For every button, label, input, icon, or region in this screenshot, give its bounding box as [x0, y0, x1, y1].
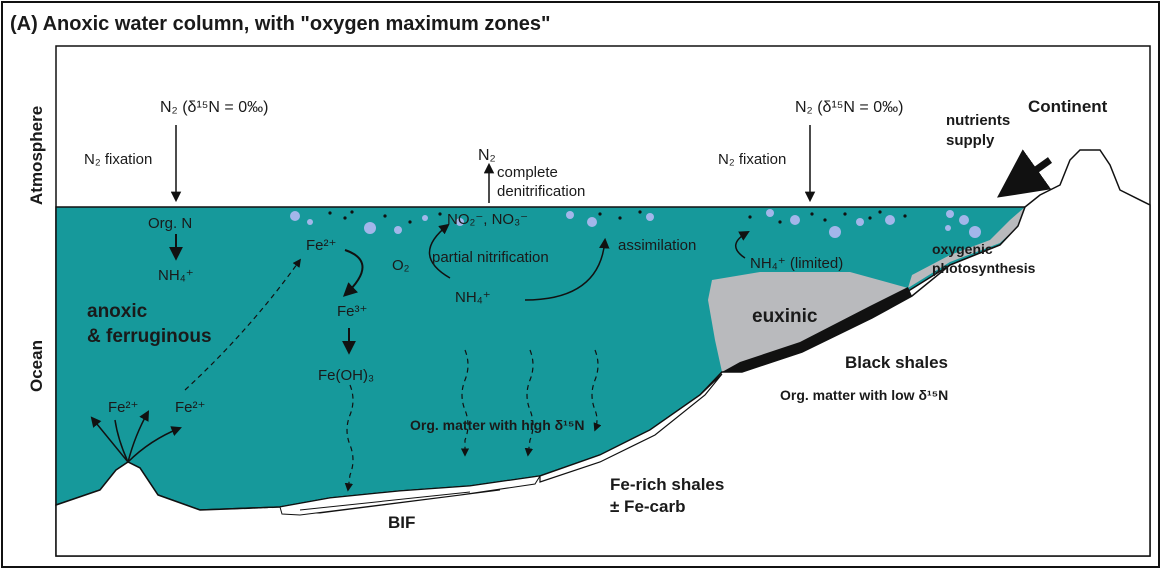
process-label: partial nitrification [432, 249, 549, 266]
process-label: assimilation [618, 237, 696, 254]
species-label: NH₄⁺ [158, 267, 194, 284]
fe-shales-label: Fe-rich shales [610, 475, 724, 494]
euxinic-label: euxinic [752, 306, 818, 327]
bif-label: BIF [388, 513, 415, 532]
denitrification-label: denitrification [497, 183, 585, 200]
continent-label: Continent [1028, 97, 1108, 116]
bif-layer [279, 475, 541, 516]
fixation-label: N₂ fixation [718, 151, 786, 168]
n2-label: N₂ (δ¹⁵N = 0‰) [160, 99, 268, 116]
euxinic-zone [708, 272, 908, 372]
denitrification-label: complete [497, 164, 558, 181]
nutrients-label: nutrients [946, 112, 1010, 129]
bubbles [290, 209, 981, 238]
species-label: NH₄⁺ (limited) [750, 255, 843, 272]
atmosphere-label: Atmosphere [27, 106, 46, 205]
fe-shales-label: ± Fe-carb [610, 497, 685, 516]
species-label: Fe³⁺ [337, 303, 367, 320]
black-shales [722, 287, 912, 380]
particles [328, 210, 907, 224]
low-d15n-label: Org. matter with low δ¹⁵N [780, 387, 948, 403]
photosynthesis-label: photosynthesis [932, 260, 1036, 276]
species-label: NO₂⁻, NO₃⁻ [447, 211, 528, 228]
dashed-paths [184, 258, 602, 492]
species-label: Fe²⁺ [175, 399, 205, 416]
nutrients-label: supply [946, 132, 995, 149]
arrows [90, 125, 1053, 463]
n2-label: N₂ (δ¹⁵N = 0‰) [795, 99, 903, 116]
species-label: Fe²⁺ [306, 237, 336, 254]
black-shales-label: Black shales [845, 353, 948, 372]
seafloor-gap [227, 508, 273, 514]
species-label: O₂ [392, 257, 410, 274]
fixation-label: N₂ fixation [84, 151, 152, 168]
species-label: Org. N [148, 215, 192, 232]
n2-label: N₂ [478, 147, 496, 164]
photosynthesis-label: oxygenic [932, 241, 993, 257]
title: (A) Anoxic water column, with "oxygen ma… [10, 13, 551, 35]
ocean-label: Ocean [27, 340, 46, 392]
fe-shale-layer [539, 373, 723, 483]
high-d15n-label: Org. matter with high δ¹⁵N [410, 417, 585, 433]
species-label: Fe²⁺ [108, 399, 138, 416]
oxic-margin [908, 207, 1025, 288]
continent [55, 149, 1151, 557]
anoxic-label: & ferruginous [87, 326, 212, 347]
species-label: Fe(OH)₃ [318, 367, 374, 384]
species-label: NH₄⁺ [455, 289, 491, 306]
anoxic-label: anoxic [87, 301, 148, 322]
